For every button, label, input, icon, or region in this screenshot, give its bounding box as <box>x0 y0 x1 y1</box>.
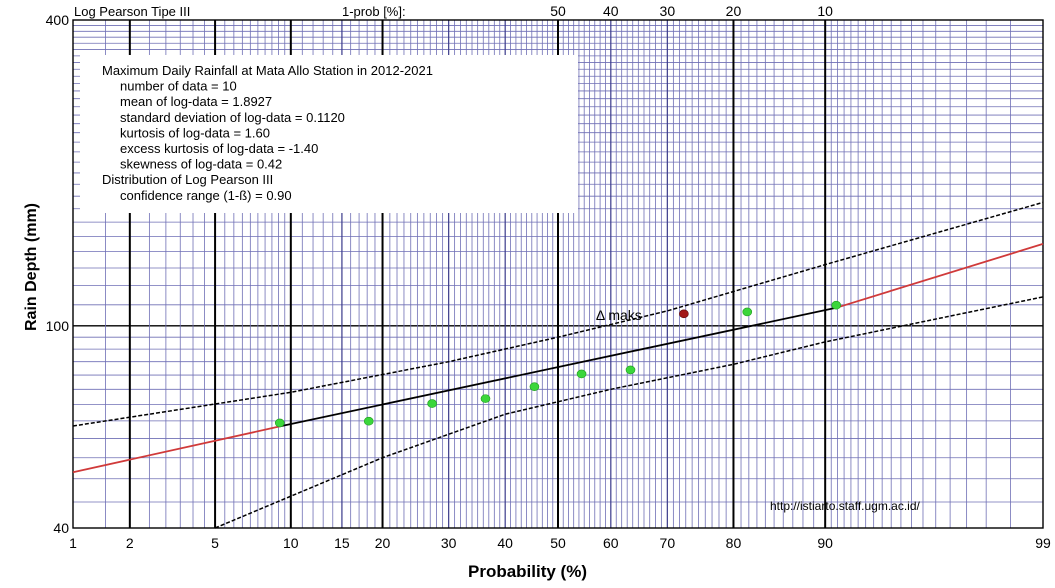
info-line: kurtosis of log-data = 1.60 <box>120 125 270 140</box>
x-tick-label: 50 <box>550 535 566 551</box>
info-line: skewness of log-data = 0.42 <box>120 157 282 172</box>
y-tick-label: 40 <box>53 520 69 536</box>
top-left-label: Log Pearson Tipe III <box>74 4 190 19</box>
info-line: number of data = 10 <box>120 79 237 94</box>
x-tick-label: 15 <box>334 535 350 551</box>
info-line: Maximum Daily Rainfall at Mata Allo Stat… <box>102 63 433 78</box>
x-axis-label: Probability (%) <box>467 562 587 581</box>
fitted-line-extension-right <box>835 243 1044 309</box>
data-point <box>742 307 753 317</box>
x-tick-label: 2 <box>126 535 134 551</box>
confidence-lower <box>214 296 1044 529</box>
data-point <box>363 416 374 426</box>
points <box>274 300 842 428</box>
x-tick-label: 10 <box>283 535 299 551</box>
x-tick-label: 60 <box>603 535 619 551</box>
data-point <box>427 399 437 408</box>
data-point <box>831 300 842 310</box>
top-tick-label: 20 <box>726 3 742 19</box>
top-axis-label: 1-prob [%]: <box>342 4 406 19</box>
y-axis-label: Rain Depth (mm) <box>23 203 40 331</box>
info-box <box>80 55 578 213</box>
y-tick-label: 100 <box>46 318 70 334</box>
top-tick-label: 30 <box>660 3 676 19</box>
data-point-max-delta <box>679 309 689 319</box>
x-tick-label: 70 <box>660 535 676 551</box>
x-tick-label: 40 <box>497 535 513 551</box>
info-line: standard deviation of log-data = 0.1120 <box>120 110 345 125</box>
fitted-line <box>279 306 837 428</box>
data-point <box>576 369 587 379</box>
x-tick-label: 80 <box>726 535 742 551</box>
info-line: excess kurtosis of log-data = -1.40 <box>120 141 318 156</box>
url-label: http://istiarto.staff.ugm.ac.id/ <box>770 499 921 513</box>
x-tick-label: 90 <box>817 535 833 551</box>
top-tick-label: 40 <box>603 3 619 19</box>
curves <box>72 201 1044 529</box>
data-point <box>480 394 491 403</box>
fitted-line-extension-left <box>72 425 280 474</box>
info-line: mean of log-data = 1.8927 <box>120 94 272 109</box>
info-line: Distribution of Log Pearson III <box>102 172 273 187</box>
delta-max-annotation: Δ maks <box>596 307 642 323</box>
x-tick-label: 20 <box>375 535 391 551</box>
x-tick-label: 1 <box>69 535 77 551</box>
y-tick-label: 400 <box>46 12 70 28</box>
x-tick-label: 99 <box>1035 535 1051 551</box>
data-point <box>529 382 540 391</box>
x-tick-label: 30 <box>441 535 457 551</box>
data-point <box>625 365 636 375</box>
top-tick-label: 50 <box>550 3 566 19</box>
x-tick-label: 5 <box>211 535 219 551</box>
plot-frame <box>72 19 1044 529</box>
data-point <box>274 418 285 428</box>
top-tick-label: 10 <box>817 3 833 19</box>
grid <box>72 19 1044 529</box>
confidence-upper <box>72 201 1044 427</box>
info-line: confidence range (1-ß) = 0.90 <box>120 188 292 203</box>
